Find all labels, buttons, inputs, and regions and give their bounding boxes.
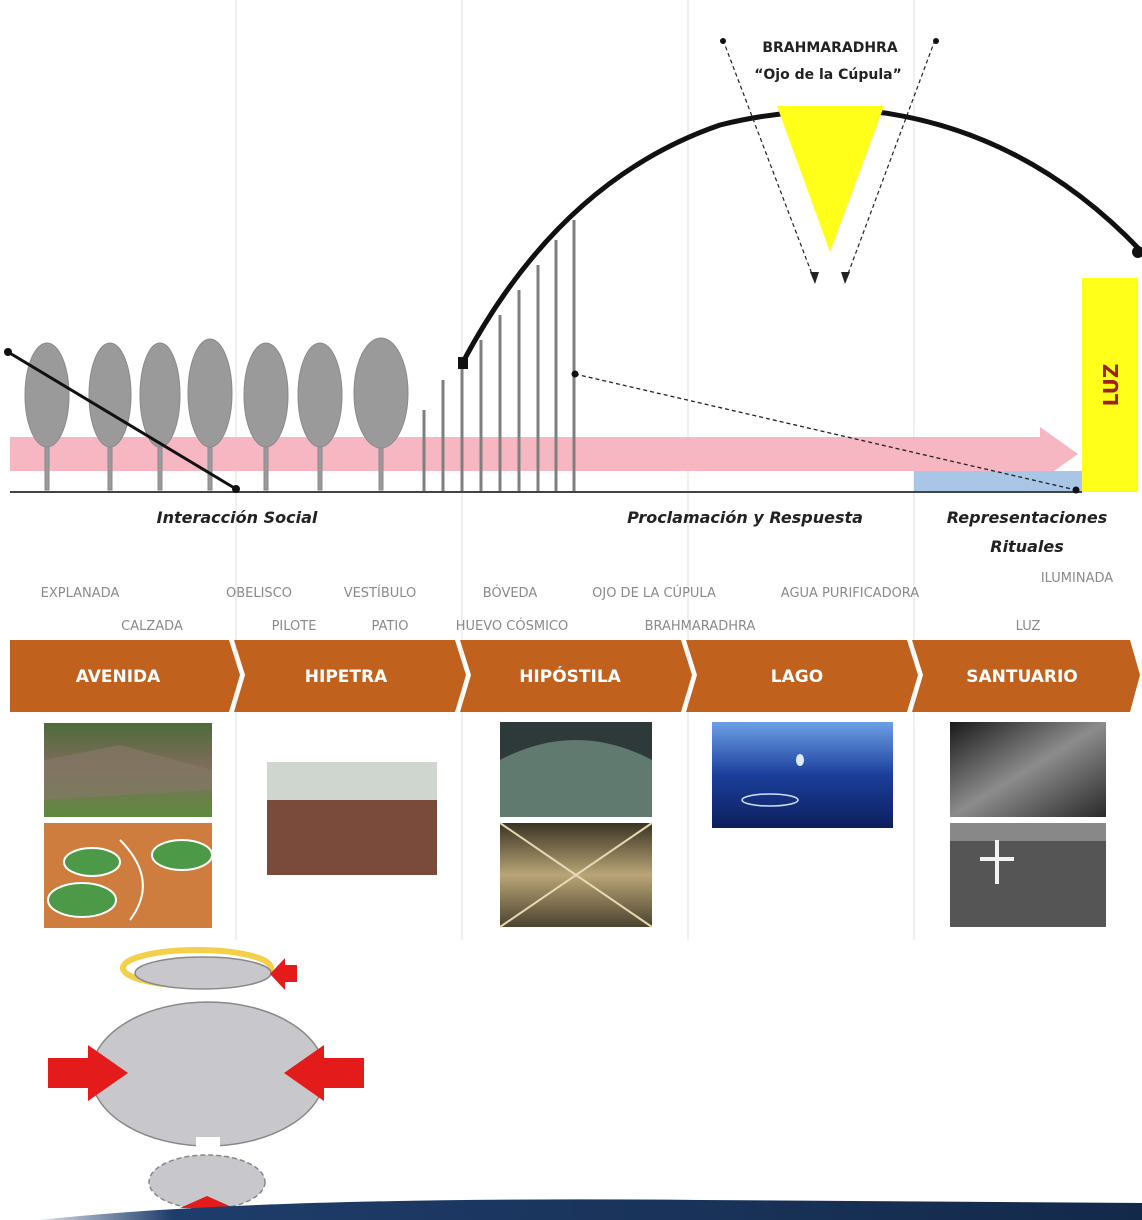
photo-lago-water [712,722,893,828]
brahmaradhra-label: BRAHMARADHRA [762,40,898,56]
caption-interaccion-social: Interacción Social [157,508,318,527]
element-ojo-de-la-cupula: OJO DE LA CÚPULA [592,585,716,601]
luz-label: LUZ [1099,364,1123,407]
ramp-line [4,348,240,493]
zone-label-hipostila: HIPÓSTILA [519,665,621,687]
zone-lago [686,640,918,712]
luz-bar [1082,278,1138,492]
blue-band [914,471,1082,491]
sight-line-end [1072,486,1080,494]
tree-icon [139,342,181,491]
caption-representaciones: Representaciones [947,508,1108,527]
church-plan-diagram [48,947,364,1220]
oculus-light-cone [777,106,884,252]
footer-band [40,1199,1142,1220]
element-agua-purificadora: AGUA PURIFICADORA [781,586,920,601]
tree-icon [353,337,409,491]
zone-avenida [10,640,240,712]
ray-dot [720,38,726,44]
dome-end-marker [1132,246,1142,258]
zone-label-hipetra: HIPETRA [305,667,388,687]
element-vestibulo: VESTÍBULO [344,585,417,601]
element-boveda: BÓVEDA [483,585,538,601]
caption-rituales: Rituales [990,537,1064,556]
caption-proclamacion: Proclamación y Respuesta [627,508,863,527]
dome-base-marker [458,357,468,369]
ray-arrowhead [810,272,819,284]
element-patio: PATIO [372,619,409,634]
element-pilote: PILOTE [272,619,317,634]
tree-icon [187,338,233,491]
photo-santuario-cross [950,823,1106,927]
element-iluminada: ILUMINADA [1041,571,1113,586]
photo-avenida-site [44,723,212,817]
zone-band: AVENIDA HIPETRA HIPÓSTILA LAGO SANTUARIO [10,640,1140,712]
photo-hipetra-congregation [267,762,437,875]
red-arrow-icon [48,1045,128,1101]
zone-label-lago: LAGO [771,667,823,687]
photo-santuario-light [950,722,1106,817]
red-arrow-icon [284,1045,364,1101]
zone-santuario [912,640,1140,712]
photo-hipostila-vault [499,822,653,928]
plan-bottom-connector [196,1137,220,1157]
zone-hipetra [234,640,466,712]
zone-label-santuario: SANTUARIO [966,667,1078,687]
element-explanada: EXPLANADA [41,586,120,601]
sight-line-start [571,370,579,378]
tree-icon [297,342,343,491]
element-calzada: CALZADA [121,619,183,634]
ray-arrowhead [841,272,850,284]
pink-band-arrow [10,427,1078,481]
element-brahmaradhra: BRAHMARADHRA [645,619,756,634]
zone-hipostila [460,640,692,712]
photo-hipostila-interior [500,722,652,817]
sight-line [574,373,1077,491]
element-huevo-cosmico: HUEVO CÓSMICO [456,618,568,634]
plan-top-oval [134,956,272,990]
plan-top-connector [195,990,217,1004]
oculus-dashed-rays [722,39,936,283]
tree-icon [243,342,289,491]
colonnade [422,220,576,491]
ojo-cupula-label: “Ojo de la Cúpula” [754,67,902,83]
red-arrow-icon [270,958,297,990]
zone-label-avenida: AVENIDA [76,667,161,687]
element-luz: LUZ [1016,619,1041,634]
ray-dot [933,38,939,44]
photo-avenida-plaza [44,823,213,928]
element-obelisco: OBELISCO [226,586,292,601]
